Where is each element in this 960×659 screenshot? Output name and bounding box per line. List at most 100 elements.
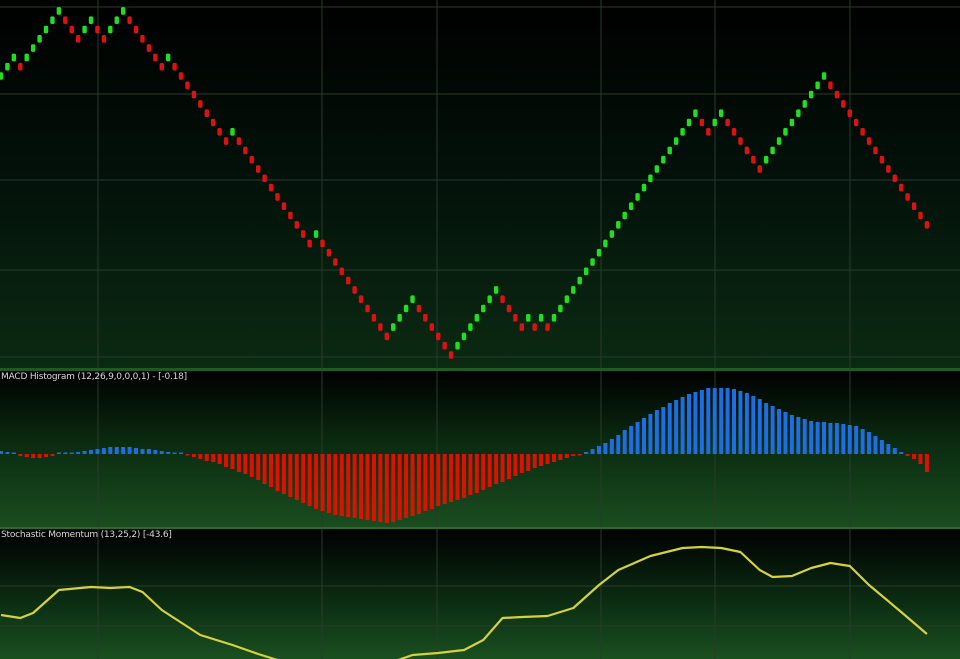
renko-brick-down xyxy=(853,118,859,127)
renko-brick-up xyxy=(526,314,531,322)
renko-brick-down xyxy=(75,35,81,43)
renko-brick-up xyxy=(230,128,235,136)
renko-brick-down xyxy=(268,183,274,192)
renko-brick-up xyxy=(603,239,608,248)
renko-brick-down xyxy=(63,16,68,24)
renko-brick-up xyxy=(789,118,795,127)
renko-brick-down xyxy=(18,62,23,71)
renko-brick-up xyxy=(783,128,788,136)
histogram-bar-negative xyxy=(500,454,505,482)
histogram-bar-positive xyxy=(596,446,601,454)
renko-brick-down xyxy=(873,146,878,155)
histogram-bar-negative xyxy=(436,454,441,506)
renko-brick-up xyxy=(56,7,62,15)
renko-brick-down xyxy=(731,128,737,136)
renko-brick-up xyxy=(776,137,782,145)
histogram-bar-positive xyxy=(770,406,775,454)
renko-brick-down xyxy=(860,128,865,136)
histogram-bar-negative xyxy=(513,454,518,476)
histogram-bar-positive xyxy=(76,452,81,454)
renko-brick-down xyxy=(757,165,762,173)
renko-brick-down xyxy=(834,90,840,99)
histogram-bar-positive xyxy=(63,452,68,454)
renko-brick-down xyxy=(146,44,152,52)
histogram-bar-negative xyxy=(256,454,261,480)
histogram-bar-positive xyxy=(56,452,61,454)
histogram-bar-positive xyxy=(796,417,801,454)
renko-brick-down xyxy=(333,258,338,266)
histogram-bar-negative xyxy=(564,454,569,458)
renko-price-panel xyxy=(0,0,960,368)
renko-brick-up xyxy=(50,16,55,24)
histogram-bar-negative xyxy=(526,454,531,471)
histogram-bar-negative xyxy=(429,454,434,509)
histogram-bar-negative xyxy=(474,454,479,493)
histogram-bar-positive xyxy=(95,449,100,454)
histogram-bar-negative xyxy=(314,454,319,509)
histogram-bar-positive xyxy=(757,399,762,454)
renko-brick-down xyxy=(442,341,447,350)
renko-brick-up xyxy=(796,109,801,117)
histogram-bar-positive xyxy=(719,388,724,454)
histogram-indicator-label: MACD Histogram (12,26,9,0,0,0,1) - [-0.1… xyxy=(1,372,187,382)
renko-brick-down xyxy=(127,16,132,24)
histogram-bar-positive xyxy=(0,451,3,454)
panel-divider[interactable] xyxy=(0,368,960,371)
panel-divider[interactable] xyxy=(0,527,960,529)
renko-brick-up xyxy=(616,221,621,229)
stochastic-indicator-label: Stochastic Momentum (13,25,2) [-43.6] xyxy=(1,530,172,540)
histogram-bar-negative xyxy=(269,454,274,487)
renko-brick-down xyxy=(423,314,428,322)
renko-brick-up xyxy=(718,109,724,117)
renko-brick-up xyxy=(628,202,634,210)
renko-brick-down xyxy=(249,155,254,164)
renko-brick-up xyxy=(763,155,769,164)
histogram-bar-negative xyxy=(230,454,235,469)
renko-brick-up xyxy=(770,146,775,155)
histogram-bar-positive xyxy=(860,429,865,454)
histogram-bar-negative xyxy=(301,454,306,503)
histogram-bar-positive xyxy=(622,430,627,454)
renko-brick-down xyxy=(217,128,222,136)
histogram-bar-positive xyxy=(603,443,608,454)
histogram-bar-negative xyxy=(18,454,23,456)
renko-brick-down xyxy=(436,332,441,341)
renko-brick-down xyxy=(905,193,910,201)
histogram-bar-positive xyxy=(873,436,878,454)
renko-brick-down xyxy=(210,118,216,127)
renko-brick-down xyxy=(429,323,435,331)
histogram-bar-positive xyxy=(5,452,10,454)
renko-brick-up xyxy=(82,25,87,34)
stochastic-momentum-line xyxy=(0,545,928,659)
renko-brick-up xyxy=(474,314,480,322)
histogram-bar-positive xyxy=(89,450,94,454)
renko-brick-up xyxy=(493,286,499,294)
histogram-bar-negative xyxy=(288,454,293,497)
histogram-bar-negative xyxy=(211,454,216,462)
histogram-panel: MACD Histogram (12,26,9,0,0,0,1) - [-0.1… xyxy=(0,371,960,527)
histogram-bar-positive xyxy=(867,432,872,454)
renko-brick-down xyxy=(866,137,872,145)
renko-brick-down xyxy=(153,53,158,62)
renko-brick-down xyxy=(532,323,537,331)
renko-brick-up xyxy=(114,16,119,24)
renko-brick-up xyxy=(815,81,820,90)
histogram-bar-negative xyxy=(519,454,524,473)
histogram-bar-negative xyxy=(442,454,447,504)
renko-brick-up xyxy=(564,295,570,303)
histogram-bar-positive xyxy=(674,400,679,454)
histogram-bar-negative xyxy=(333,454,338,515)
renko-brick-up xyxy=(821,72,827,80)
histogram-bar-negative xyxy=(481,454,486,490)
renko-brick-down xyxy=(140,35,145,43)
renko-brick-down xyxy=(320,239,325,248)
renko-brick-up xyxy=(30,44,36,52)
renko-brick-down xyxy=(365,304,370,313)
histogram-bar-positive xyxy=(777,409,782,454)
renko-brick-down xyxy=(178,72,184,80)
histogram-bar-positive xyxy=(828,423,833,454)
renko-brick-down xyxy=(744,146,750,155)
renko-brick-down xyxy=(275,193,280,201)
histogram-bar-positive xyxy=(693,392,698,454)
histogram-bar-positive xyxy=(725,388,730,454)
